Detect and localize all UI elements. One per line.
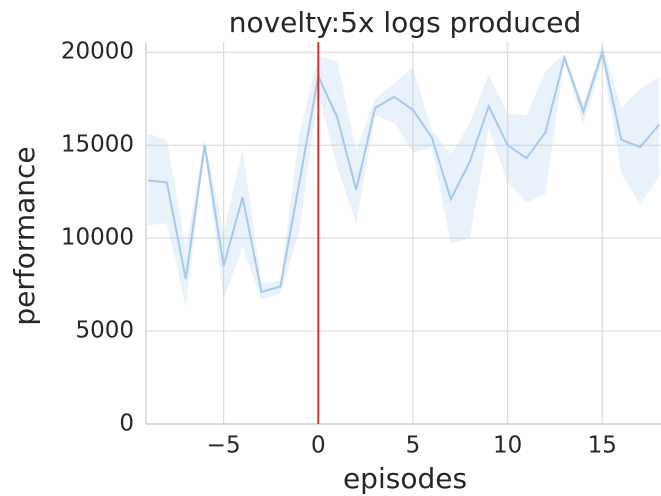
confidence-band: [147, 44, 660, 307]
y-tick-label: 10000: [61, 225, 134, 251]
x-tick-label: 5: [406, 433, 421, 459]
x-tick-label: 0: [311, 433, 326, 459]
x-axis-label: episodes: [343, 462, 467, 495]
x-tick-label: −5: [207, 433, 241, 459]
y-tick-label: 20000: [61, 39, 134, 65]
line: [147, 48, 660, 294]
chart-title: novelty:5x logs produced: [229, 6, 582, 39]
y-tick-label: 15000: [61, 132, 134, 158]
x-tick-label: 15: [588, 433, 617, 459]
y-tick-label: 5000: [75, 318, 134, 344]
y-tick-label: 0: [119, 411, 134, 437]
x-tick-label: 10: [493, 433, 522, 459]
y-axis-label: performance: [8, 146, 41, 325]
